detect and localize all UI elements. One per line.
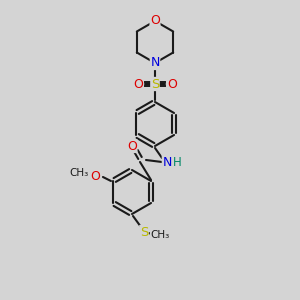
Text: S: S [151,77,159,91]
Text: O: O [150,14,160,28]
Text: O: O [167,77,177,91]
Text: O: O [127,140,137,152]
Text: H: H [172,155,182,169]
Text: O: O [90,170,100,184]
Text: O: O [133,77,143,91]
Text: S: S [140,226,148,238]
Text: N: N [150,56,160,70]
Text: CH₃: CH₃ [150,230,170,240]
Text: N: N [162,155,172,169]
Text: CH₃: CH₃ [69,168,88,178]
